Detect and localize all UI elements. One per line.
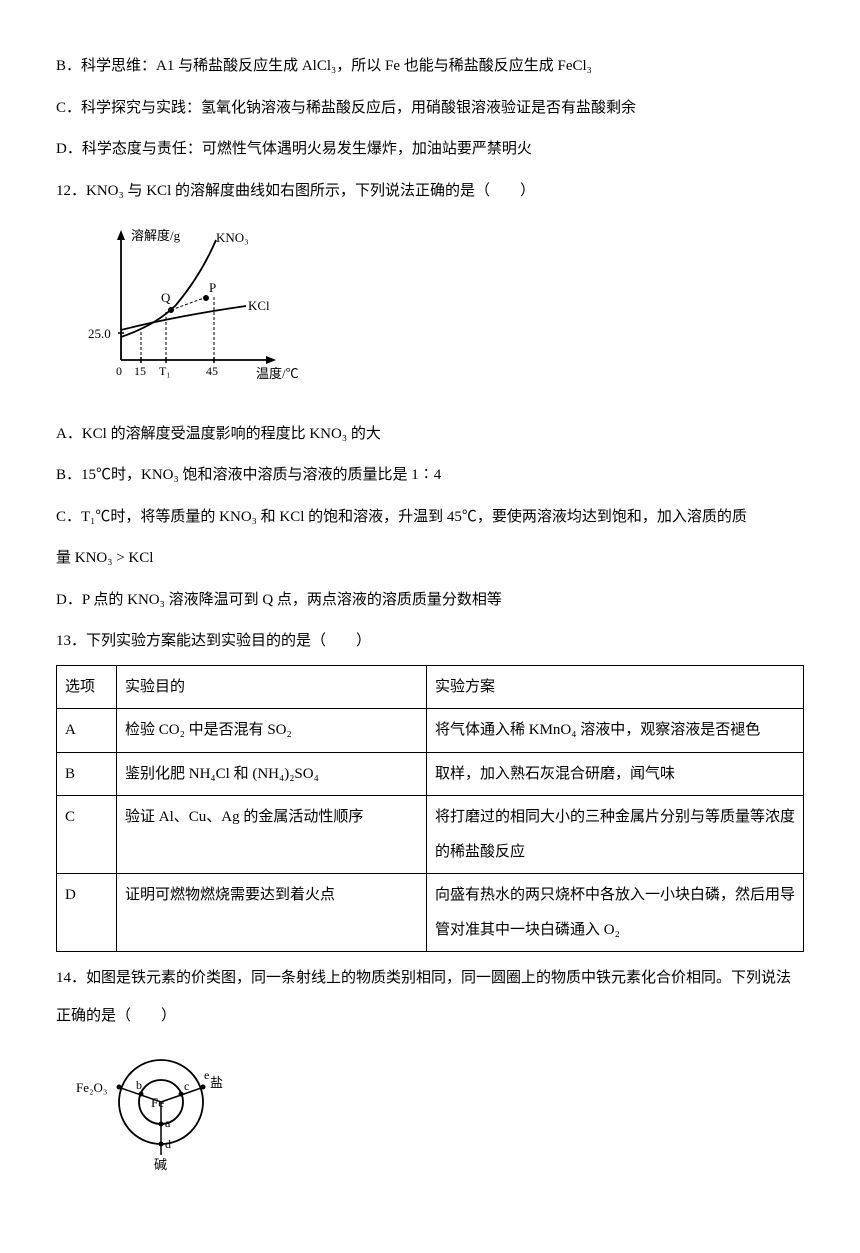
row-d-opt: D	[57, 874, 117, 952]
label-fe: Fe	[151, 1095, 164, 1110]
node-c: c	[184, 1079, 189, 1093]
row-b-purpose: 鉴别化肥 NH₄Cl 和 (NH₄)₂SO₄	[117, 752, 427, 796]
table-row: D 证明可燃物燃烧需要达到着火点 向盛有热水的两只烧杯中各放入一小块白磷，然后用…	[57, 874, 804, 952]
row-c-opt: C	[57, 796, 117, 874]
series-kcl: KCl	[248, 298, 270, 313]
table-header-row: 选项 实验目的 实验方案	[57, 665, 804, 709]
q12-option-b: B．15℃时，KNO₃ 饱和溶液中溶质与溶液的质量比是 1∶4	[56, 457, 804, 495]
node-b: b	[136, 1078, 142, 1092]
x-tick-15: 15	[134, 364, 146, 378]
label-base: 碱	[154, 1157, 167, 1172]
x-axis-label: 温度/℃	[256, 366, 299, 381]
y-tick-25: 25.0	[88, 326, 111, 341]
table-row: A 检验 CO₂ 中是否混有 SO₂ 将气体通入稀 KMnO₄ 溶液中，观察溶液…	[57, 709, 804, 753]
x-tick-45: 45	[206, 364, 218, 378]
solubility-chart: 溶解度/g 温度/℃ 25.0 0 15 T₁ 45 KNO₃ KCl Q P	[76, 220, 784, 406]
row-d-plan: 向盛有热水的两只烧杯中各放入一小块白磷，然后用导管对准其中一块白磷通入 O₂	[427, 874, 804, 952]
label-fe2o3: Fe₂O₃	[76, 1080, 107, 1095]
series-kno3: KNO₃	[216, 230, 249, 245]
col-purpose: 实验目的	[117, 665, 427, 709]
x-tick-t1: T₁	[159, 364, 171, 378]
col-option: 选项	[57, 665, 117, 709]
q12-option-c: C．T₁℃时，将等质量的 KNO₃ 和 KCl 的饱和溶液，升温到 45℃，要使…	[56, 499, 804, 537]
point-q: Q	[161, 290, 171, 305]
y-axis-label: 溶解度/g	[131, 228, 181, 243]
point-p: P	[209, 280, 216, 295]
row-a-opt: A	[57, 709, 117, 753]
x-tick-0: 0	[116, 364, 122, 378]
node-d: d	[165, 1137, 171, 1151]
q12-stem: 12．KNO₃ 与 KCl 的溶解度曲线如右图所示，下列说法正确的是（ ）	[56, 173, 804, 211]
col-plan: 实验方案	[427, 665, 804, 709]
q14-stem: 14．如图是铁元素的价类图，同一条射线上的物质类别相同，同一圆圈上的物质中铁元素…	[56, 960, 804, 1035]
table-row: B 鉴别化肥 NH₄Cl 和 (NH₄)₂SO₄ 取样，加入熟石灰混合研磨，闻气…	[57, 752, 804, 796]
row-b-opt: B	[57, 752, 117, 796]
node-e: e	[204, 1068, 209, 1082]
row-a-purpose: 检验 CO₂ 中是否混有 SO₂	[117, 709, 427, 753]
row-a-plan: 将气体通入稀 KMnO₄ 溶液中，观察溶液是否褪色	[427, 709, 804, 753]
q13-stem: 13．下列实验方案能达到实验目的的是（ ）	[56, 623, 804, 661]
valence-diagram: Fe₂O₃ 盐 Fe 碱 b c e a d	[76, 1047, 784, 1193]
q12-option-a: A．KCl 的溶解度受温度影响的程度比 KNO₃ 的大	[56, 416, 804, 454]
q11-option-c: C．科学探究与实践：氢氧化钠溶液与稀盐酸反应后，用硝酸银溶液验证是否有盐酸剩余	[56, 90, 804, 128]
q12-option-d: D．P 点的 KNO₃ 溶液降温可到 Q 点，两点溶液的溶质质量分数相等	[56, 582, 804, 620]
table-row: C 验证 Al、Cu、Ag 的金属活动性顺序 将打磨过的相同大小的三种金属片分别…	[57, 796, 804, 874]
q12-option-c2: 量 KNO₃ > KCl	[56, 540, 804, 578]
node-a: a	[165, 1116, 171, 1130]
q13-table: 选项 实验目的 实验方案 A 检验 CO₂ 中是否混有 SO₂ 将气体通入稀 K…	[56, 665, 804, 953]
row-d-purpose: 证明可燃物燃烧需要达到着火点	[117, 874, 427, 952]
row-c-purpose: 验证 Al、Cu、Ag 的金属活动性顺序	[117, 796, 427, 874]
label-salt: 盐	[210, 1075, 223, 1090]
row-c-plan: 将打磨过的相同大小的三种金属片分别与等质量等浓度的稀盐酸反应	[427, 796, 804, 874]
row-b-plan: 取样，加入熟石灰混合研磨，闻气味	[427, 752, 804, 796]
q11-option-b: B．科学思维：A1 与稀盐酸反应生成 AlCl₃，所以 Fe 也能与稀盐酸反应生…	[56, 48, 804, 86]
q11-option-d: D．科学态度与责任：可燃性气体遇明火易发生爆炸，加油站要严禁明火	[56, 131, 804, 169]
